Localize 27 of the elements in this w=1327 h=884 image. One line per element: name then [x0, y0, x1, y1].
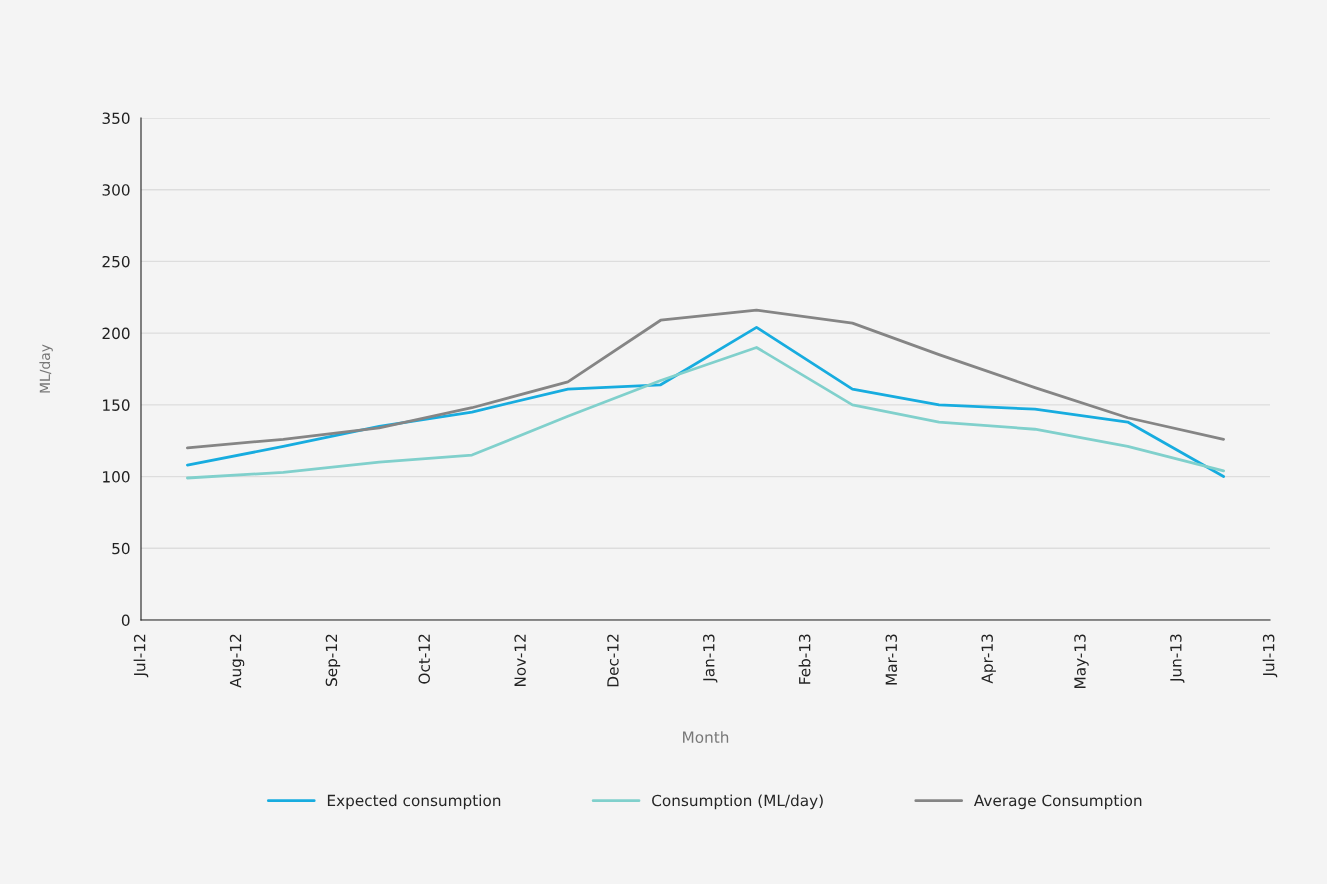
x-tick-label: Mar-13	[885, 634, 898, 685]
x-tick-label: Oct-12	[418, 634, 430, 684]
x-tick-label: Jan-13	[703, 634, 718, 683]
legend-label: Expected consumption	[327, 794, 501, 810]
y-tick-label: 0	[121, 614, 130, 627]
y-tick-label: 200	[102, 327, 130, 340]
x-tick-label: Dec-12	[607, 634, 619, 687]
x-tick-label: Feb-13	[798, 634, 811, 684]
x-axis-title: Month	[683, 731, 729, 743]
x-tick-label: Aug-12	[229, 634, 245, 688]
x-tick-label: Nov-12	[514, 634, 526, 687]
line-series	[186, 308, 1225, 450]
y-tick-label: 300	[102, 184, 130, 196]
y-tick-label: 350	[102, 112, 130, 125]
x-tick-label: May-13	[1074, 634, 1089, 688]
y-axis-title: ML/day	[39, 344, 53, 393]
legend-label: Consumption (ML/day)	[652, 794, 823, 810]
x-tick-label: Apr-13	[981, 634, 996, 684]
x-tick-label: Sep-12	[325, 634, 341, 686]
y-tick-label: 250	[102, 255, 130, 268]
x-tick-label: Jul-13	[1262, 634, 1278, 678]
x-tick-label: Jun-13	[1170, 634, 1185, 683]
y-tick-label: 100	[103, 471, 130, 483]
legend-label: Average Consumption	[973, 794, 1142, 810]
y-tick-label: 50	[112, 542, 130, 555]
x-tick-label: Jul-12	[133, 634, 149, 678]
y-tick-label: 150	[103, 399, 130, 411]
